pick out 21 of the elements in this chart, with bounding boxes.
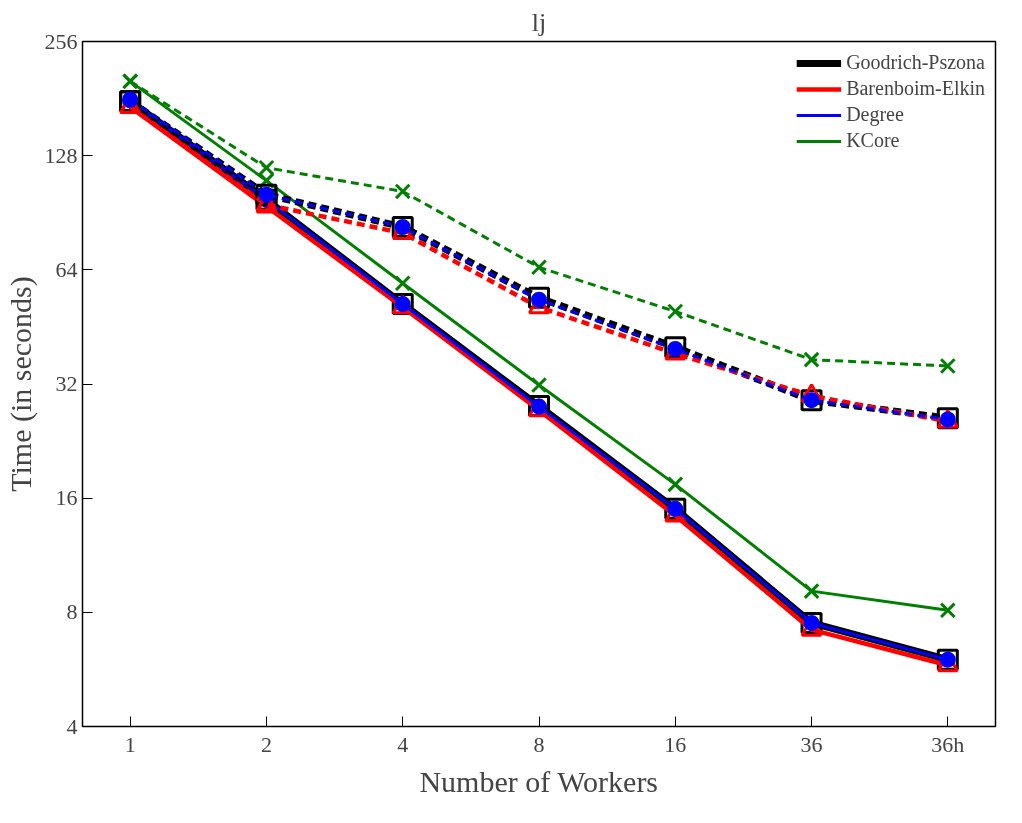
legend-label: Goodrich-Pszona xyxy=(846,51,985,74)
y-tick-label: 8 xyxy=(66,599,78,625)
y-tick-label: 16 xyxy=(55,485,78,511)
x-tick-label: 36h xyxy=(931,731,965,757)
x-tick-label: 16 xyxy=(664,731,687,757)
y-tick-label: 128 xyxy=(44,142,78,168)
x-tick-label: 36 xyxy=(800,731,823,757)
legend-label: KCore xyxy=(846,129,900,152)
chart-title: lj xyxy=(531,7,547,37)
legend-label: Degree xyxy=(846,103,904,126)
legend-label: Barenboim-Elkin xyxy=(846,77,985,100)
x-tick-label: 4 xyxy=(397,731,409,757)
x-tick-label: 8 xyxy=(533,731,545,757)
y-tick-label: 256 xyxy=(44,28,78,54)
x-axis-title: Number of Workers xyxy=(419,764,659,798)
y-axis-title: Time (in seconds) xyxy=(3,276,38,492)
y-tick-label: 4 xyxy=(66,713,78,739)
x-tick-label: 2 xyxy=(260,731,272,757)
y-tick-label: 32 xyxy=(55,371,78,396)
y-tick-label: 64 xyxy=(55,256,78,282)
x-tick-label: 1 xyxy=(124,731,136,757)
